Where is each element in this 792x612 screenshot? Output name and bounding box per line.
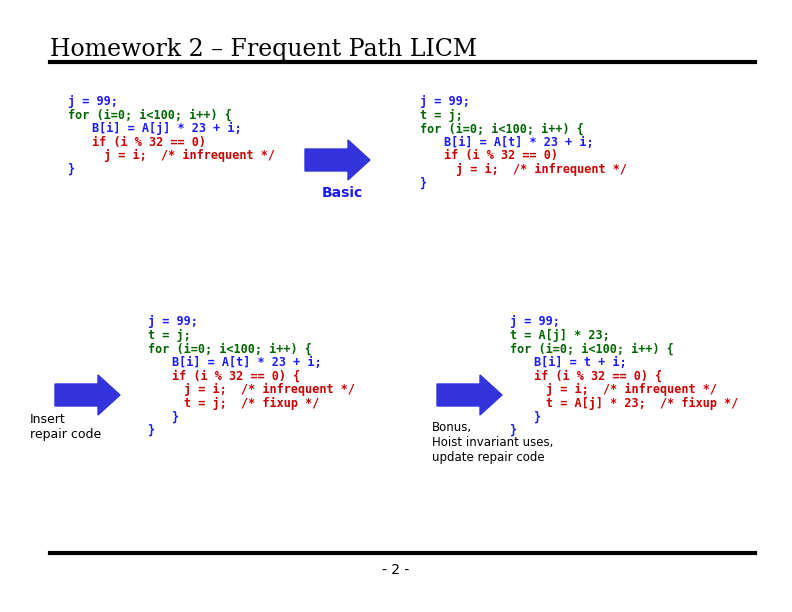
Text: B[i] = t + i;: B[i] = t + i;	[534, 356, 626, 369]
Text: t = A[j] * 23;: t = A[j] * 23;	[510, 329, 610, 341]
FancyArrow shape	[55, 375, 120, 415]
Text: for (i=0; i<100; i++) {: for (i=0; i<100; i++) {	[420, 122, 584, 135]
Text: Bonus,
Hoist invariant uses,
update repair code: Bonus, Hoist invariant uses, update repa…	[432, 421, 554, 464]
Text: }: }	[148, 424, 155, 437]
Text: j = 99;: j = 99;	[510, 315, 560, 328]
Text: B[i] = A[t] * 23 + i;: B[i] = A[t] * 23 + i;	[444, 136, 594, 149]
Text: j = 99;: j = 99;	[148, 315, 198, 328]
Text: t = j;: t = j;	[420, 108, 463, 122]
Text: }: }	[510, 424, 517, 437]
Text: t = j;  /* fixup */: t = j; /* fixup */	[184, 397, 319, 409]
Text: Insert
repair code: Insert repair code	[30, 413, 101, 441]
Text: if (i % 32 == 0) {: if (i % 32 == 0) {	[172, 370, 300, 382]
Text: if (i % 32 == 0): if (i % 32 == 0)	[92, 136, 206, 149]
Text: Homework 2 – Frequent Path LICM: Homework 2 – Frequent Path LICM	[50, 38, 477, 61]
Text: t = A[j] * 23;  /* fixup */: t = A[j] * 23; /* fixup */	[546, 397, 738, 409]
Text: Basic: Basic	[322, 186, 363, 200]
Text: }: }	[534, 410, 541, 424]
Text: j = i;  /* infrequent */: j = i; /* infrequent */	[104, 149, 275, 163]
Text: - 2 -: - 2 -	[383, 563, 409, 577]
FancyArrow shape	[437, 375, 502, 415]
Text: }: }	[172, 410, 179, 424]
Text: B[i] = A[j] * 23 + i;: B[i] = A[j] * 23 + i;	[92, 122, 242, 135]
Text: if (i % 32 == 0): if (i % 32 == 0)	[444, 149, 558, 162]
Text: j = i;  /* infrequent */: j = i; /* infrequent */	[546, 383, 717, 396]
Text: }: }	[420, 177, 427, 190]
Text: j = i;  /* infrequent */: j = i; /* infrequent */	[184, 383, 355, 396]
Text: for (i=0; i<100; i++) {: for (i=0; i<100; i++) {	[68, 108, 232, 122]
Text: j = i;  /* infrequent */: j = i; /* infrequent */	[456, 163, 627, 176]
Text: }: }	[68, 163, 75, 176]
FancyArrow shape	[305, 140, 370, 180]
Text: j = 99;: j = 99;	[420, 95, 470, 108]
Text: if (i % 32 == 0) {: if (i % 32 == 0) {	[534, 370, 662, 382]
Text: B[i] = A[t] * 23 + i;: B[i] = A[t] * 23 + i;	[172, 356, 322, 369]
Text: for (i=0; i<100; i++) {: for (i=0; i<100; i++) {	[148, 342, 312, 355]
Text: for (i=0; i<100; i++) {: for (i=0; i<100; i++) {	[510, 342, 674, 355]
Text: t = j;: t = j;	[148, 329, 191, 341]
Text: j = 99;: j = 99;	[68, 95, 118, 108]
